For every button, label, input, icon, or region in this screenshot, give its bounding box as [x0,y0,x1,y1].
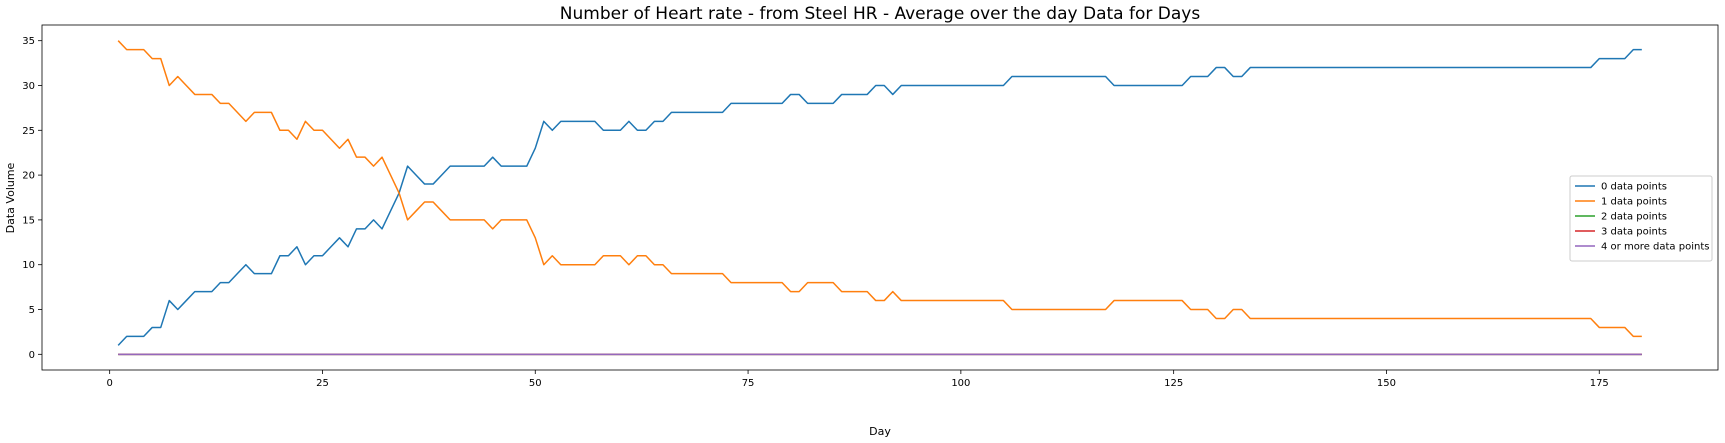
legend-label: 1 data points [1601,197,1667,208]
x-axis-label: Day [869,425,891,438]
legend-label: 4 or more data points [1601,242,1709,253]
y-tick-label: 15 [22,215,35,226]
plot-area [41,24,1719,371]
x-tick-label: 175 [1590,378,1609,389]
y-tick-label: 20 [22,171,35,182]
legend-label: 2 data points [1601,212,1667,223]
legend: 0 data points 1 data points 2 data points 3… [1569,175,1713,262]
y-tick-label: 25 [22,126,35,137]
y-tick-label: 10 [22,260,35,271]
x-tick-label: 125 [1164,378,1183,389]
x-tick-label: 75 [742,378,755,389]
y-tick-label: 5 [29,305,35,316]
y-axis-label: Data Volume [4,162,17,233]
x-tick-label: 50 [529,378,542,389]
series-lines [117,40,1642,356]
legend-label: 3 data points [1601,227,1667,238]
x-tick-label: 25 [316,378,329,389]
x-tick-label: 100 [951,378,970,389]
series-line-1 [117,40,1642,338]
y-tick-label: 30 [22,81,35,92]
axis-ticks: 0 25 50 75 100 125 150 175 0 5 10 15 20 25 30 35 [22,36,1609,389]
legend-box [1569,175,1713,262]
y-tick-label: 35 [22,36,35,47]
y-tick-label: 0 [29,350,35,361]
chart-title: Number of Heart rate - from Steel HR - A… [560,4,1201,24]
x-tick-label: 0 [106,378,112,389]
legend-label: 0 data points [1601,182,1667,193]
series-line-0 [117,48,1642,346]
x-tick-label: 150 [1377,378,1396,389]
